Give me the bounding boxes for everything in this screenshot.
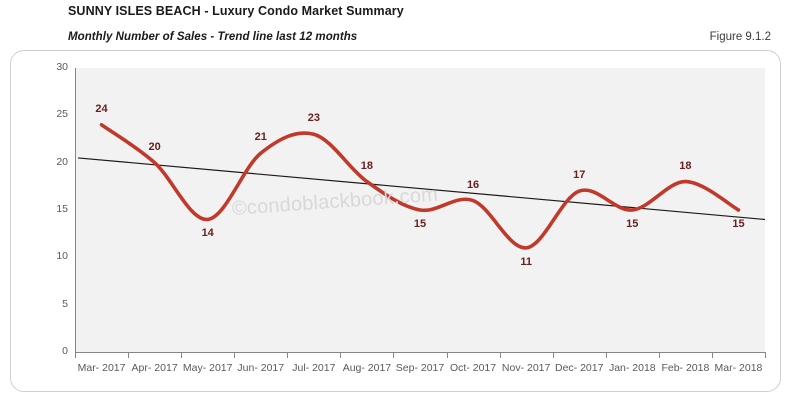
x-axis-tick-mark <box>447 353 448 358</box>
data-value-label: 15 <box>413 218 427 230</box>
x-axis-tick-mark <box>234 353 235 358</box>
data-value-label: 14 <box>201 227 214 240</box>
data-value-label: 18 <box>360 159 374 172</box>
x-axis-tick-label: Mar- 2018 <box>714 362 763 374</box>
x-axis-tick-mark <box>287 353 288 358</box>
x-axis-tick-label: Nov- 2017 <box>501 362 551 374</box>
x-axis-tick-label: Jun- 2017 <box>237 362 285 374</box>
figure-number-label: Figure 9.1.2 <box>709 31 771 43</box>
x-axis-tick-mark <box>765 353 766 358</box>
plot-area <box>75 68 765 352</box>
y-axis-tick-label: 0 <box>62 345 68 357</box>
y-axis-line <box>75 68 76 352</box>
x-axis-tick-label: Dec- 2017 <box>554 362 604 374</box>
data-value-label: 15 <box>732 218 745 230</box>
data-value-label: 24 <box>95 102 108 115</box>
x-axis-tick-mark <box>500 353 501 358</box>
y-axis-tick-label: 10 <box>56 250 68 263</box>
x-axis-tick-label: May- 2017 <box>182 362 233 374</box>
page-subtitle: Monthly Number of Sales - Trend line las… <box>68 31 358 43</box>
x-axis-tick-mark <box>712 353 713 358</box>
y-axis-tick-label: 5 <box>62 297 68 310</box>
x-axis-tick-mark <box>393 353 394 358</box>
x-axis-tick-label: Jan- 2018 <box>608 362 656 374</box>
x-axis-tick-label: Apr- 2017 <box>131 362 178 374</box>
x-axis-tick-mark <box>181 353 182 358</box>
x-axis-tick-label: Sep- 2017 <box>395 362 445 374</box>
data-value-label: 15 <box>626 218 639 230</box>
x-axis-tick-label: Jul- 2017 <box>292 362 336 374</box>
x-axis-tick-label: Aug- 2017 <box>342 362 392 374</box>
x-axis-tick-mark <box>553 353 554 358</box>
page-title: SUNNY ISLES BEACH - Luxury Condo Market … <box>68 4 404 18</box>
data-value-label: 16 <box>466 178 480 191</box>
data-value-label: 17 <box>573 169 586 182</box>
x-axis-line <box>75 352 766 353</box>
data-value-label: 21 <box>254 131 267 144</box>
data-value-label: 18 <box>679 159 692 172</box>
data-value-label: 20 <box>148 140 161 153</box>
x-axis-tick-mark <box>659 353 660 358</box>
x-axis-tick-mark <box>340 353 341 358</box>
y-axis-tick-label: 30 <box>56 61 68 73</box>
x-axis-tick-mark <box>128 353 129 358</box>
data-value-label: 11 <box>520 255 532 268</box>
x-axis-tick-label: Oct- 2017 <box>450 362 497 374</box>
y-axis-tick-label: 20 <box>56 155 68 168</box>
x-axis-tick-mark <box>75 353 76 358</box>
data-value-label: 23 <box>307 112 320 125</box>
x-axis-tick-label: Mar- 2017 <box>77 362 126 374</box>
y-axis-tick-label: 25 <box>56 108 68 121</box>
y-axis-tick-label: 15 <box>56 203 68 215</box>
x-axis-tick-label: Feb- 2018 <box>661 362 710 374</box>
x-axis-tick-mark <box>606 353 607 358</box>
